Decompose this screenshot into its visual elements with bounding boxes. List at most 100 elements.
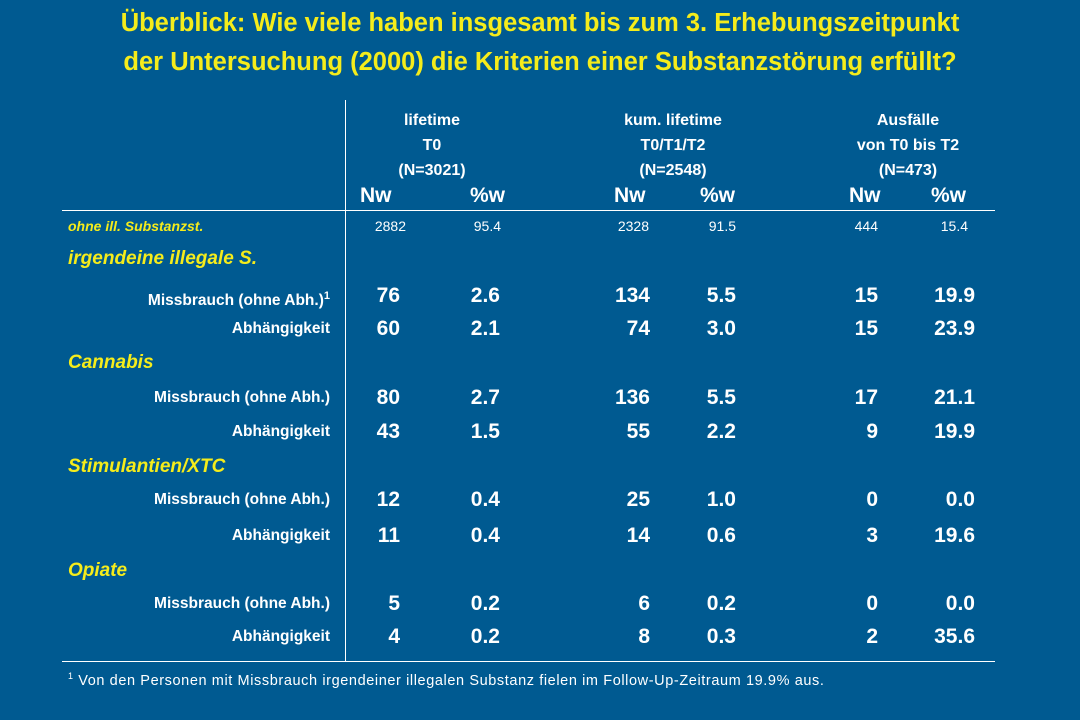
header-group-lifetime: lifetime T0 (N=3021) bbox=[322, 108, 542, 183]
cell-pw-2: 5.5 bbox=[706, 386, 736, 409]
cell-nw-3: 15 bbox=[854, 317, 878, 340]
cell-pw-1: 0.4 bbox=[470, 488, 500, 511]
cell-pw-3: 0.0 bbox=[945, 592, 975, 615]
cell-pw-3: 19.9 bbox=[934, 420, 975, 443]
table-row: Missbrauch (ohne Abh.) 5 0.2 6 0.2 0 0.0 bbox=[0, 588, 1000, 620]
table-row: Abhängigkeit 4 0.2 8 0.3 2 35.6 bbox=[0, 621, 1000, 653]
footnote-marker: 1 bbox=[68, 671, 74, 681]
cell-nw-2: 25 bbox=[626, 488, 650, 511]
cell-pw-2: 0.6 bbox=[706, 524, 736, 547]
row-label: Missbrauch (ohne Abh.) bbox=[154, 588, 330, 620]
group-heading-stimulantien: Stimulantien/XTC bbox=[68, 456, 226, 477]
header-line: von T0 bis T2 bbox=[856, 137, 960, 154]
header-group-ausfaelle: Ausfälle von T0 bis T2 (N=473) bbox=[798, 108, 1018, 183]
cell-nw-3: 0 bbox=[866, 592, 878, 615]
cell-nw-1: 43 bbox=[376, 420, 400, 443]
table-bottom-rule bbox=[62, 661, 995, 662]
cell-nw-1: 60 bbox=[376, 317, 400, 340]
cell-nw-2: 14 bbox=[626, 524, 650, 547]
cell-nw-3: 2 bbox=[866, 625, 878, 648]
table-top-rule bbox=[62, 210, 995, 211]
cell-pw-1: 2.1 bbox=[470, 317, 500, 340]
cell-nw-3: 15 bbox=[854, 284, 878, 307]
table-vertical-rule bbox=[345, 100, 346, 661]
table-row: Missbrauch (ohne Abh.)1 76 2.6 134 5.5 1… bbox=[0, 280, 1000, 312]
cell-nw-3: 17 bbox=[854, 386, 878, 409]
cell-nw-1: 80 bbox=[376, 386, 400, 409]
table-row: Abhängigkeit 11 0.4 14 0.6 3 19.6 bbox=[0, 520, 1000, 552]
group-heading-cannabis: Cannabis bbox=[68, 352, 154, 373]
cell-nw-2: 6 bbox=[638, 592, 650, 615]
cell-pw-3: 19.9 bbox=[934, 284, 975, 307]
col-header-pw-2: %w bbox=[700, 184, 736, 207]
header-line: lifetime bbox=[403, 112, 460, 129]
cell-nw-2: 2328 bbox=[617, 218, 649, 234]
row-label: Missbrauch (ohne Abh.) bbox=[154, 382, 330, 414]
cell-pw-1: 0.2 bbox=[470, 592, 500, 615]
row-label-text: Abhängigkeit bbox=[231, 527, 330, 544]
table-row: Missbrauch (ohne Abh.) 12 0.4 25 1.0 0 0… bbox=[0, 484, 1000, 516]
header-line: kum. lifetime bbox=[624, 112, 722, 129]
header-line: (N=473) bbox=[878, 162, 938, 179]
cell-pw-2: 3.0 bbox=[706, 317, 736, 340]
cell-pw-1: 0.4 bbox=[470, 524, 500, 547]
row-label: Abhängigkeit bbox=[232, 416, 330, 448]
cell-pw-1: 0.2 bbox=[470, 625, 500, 648]
cell-nw-2: 136 bbox=[614, 386, 650, 409]
cell-nw-3: 3 bbox=[866, 524, 878, 547]
header-line: T0/T1/T2 bbox=[640, 137, 706, 154]
cell-pw-3: 15.4 bbox=[940, 218, 968, 234]
cell-pw-2: 0.3 bbox=[706, 625, 736, 648]
row-label: Missbrauch (ohne Abh.)1 bbox=[148, 280, 330, 317]
cell-nw-3: 0 bbox=[866, 488, 878, 511]
cell-pw-1: 1.5 bbox=[470, 420, 500, 443]
footnote: 1 Von den Personen mit Missbrauch irgend… bbox=[68, 665, 825, 692]
cell-pw-3: 23.9 bbox=[934, 317, 975, 340]
col-header-pw-1: %w bbox=[470, 184, 506, 207]
title-line-1: Überblick: Wie viele haben insgesamt bis… bbox=[120, 9, 960, 37]
table-row-ohne: ohne ill. Substanzst. 2882 95.4 2328 91.… bbox=[0, 215, 1000, 237]
header-line: Ausfälle bbox=[876, 112, 940, 129]
table-row: Abhängigkeit 43 1.5 55 2.2 9 19.9 bbox=[0, 416, 1000, 448]
row-label: ohne ill. Substanzst. bbox=[68, 218, 204, 234]
cell-pw-1: 2.7 bbox=[470, 386, 500, 409]
cell-nw-3: 9 bbox=[866, 420, 878, 443]
row-label-text: Abhängigkeit bbox=[231, 628, 330, 645]
col-header-nw-2: Nw bbox=[614, 184, 646, 207]
group-heading-irgendeine: irgendeine illegale S. bbox=[68, 248, 258, 269]
table-row: Missbrauch (ohne Abh.) 80 2.7 136 5.5 17… bbox=[0, 382, 1000, 414]
row-label-text: Missbrauch (ohne Abh.) bbox=[154, 491, 330, 508]
cell-nw-1: 2882 bbox=[374, 218, 406, 234]
cell-pw-2: 0.2 bbox=[706, 592, 736, 615]
header-group-kum-lifetime: kum. lifetime T0/T1/T2 (N=2548) bbox=[563, 108, 783, 183]
cell-pw-3: 35.6 bbox=[934, 625, 975, 648]
row-label-text: Missbrauch (ohne Abh.) bbox=[154, 389, 330, 406]
cell-nw-2: 55 bbox=[626, 420, 650, 443]
title-line-2: der Untersuchung (2000) die Kriterien ei… bbox=[123, 48, 957, 76]
row-label-text: Missbrauch (ohne Abh.) bbox=[147, 292, 324, 310]
row-label-text: Abhängigkeit bbox=[231, 320, 330, 337]
group-heading-opiate: Opiate bbox=[68, 560, 128, 581]
row-label: Abhängigkeit bbox=[232, 313, 330, 345]
cell-pw-1: 2.6 bbox=[470, 284, 500, 307]
cell-pw-1: 95.4 bbox=[473, 218, 501, 234]
header-line: T0 bbox=[422, 137, 442, 154]
slide-title: Überblick: Wie viele haben insgesamt bis… bbox=[0, 4, 1080, 82]
cell-pw-2: 5.5 bbox=[706, 284, 736, 307]
cell-pw-2: 91.5 bbox=[708, 218, 736, 234]
col-header-nw-1: Nw bbox=[360, 184, 392, 207]
row-label: Abhängigkeit bbox=[232, 621, 330, 653]
row-label: Missbrauch (ohne Abh.) bbox=[154, 484, 330, 516]
cell-pw-3: 21.1 bbox=[934, 386, 975, 409]
cell-nw-2: 134 bbox=[614, 284, 650, 307]
table-row: Abhängigkeit 60 2.1 74 3.0 15 23.9 bbox=[0, 313, 1000, 345]
cell-nw-1: 12 bbox=[376, 488, 400, 511]
footnote-text: Von den Personen mit Missbrauch irgendei… bbox=[78, 672, 825, 689]
cell-nw-1: 11 bbox=[377, 524, 400, 547]
cell-pw-2: 2.2 bbox=[706, 420, 736, 443]
cell-nw-2: 8 bbox=[638, 625, 650, 648]
cell-nw-2: 74 bbox=[626, 317, 650, 340]
cell-pw-3: 0.0 bbox=[945, 488, 975, 511]
col-header-nw-3: Nw bbox=[849, 184, 881, 207]
row-label: Abhängigkeit bbox=[232, 520, 330, 552]
